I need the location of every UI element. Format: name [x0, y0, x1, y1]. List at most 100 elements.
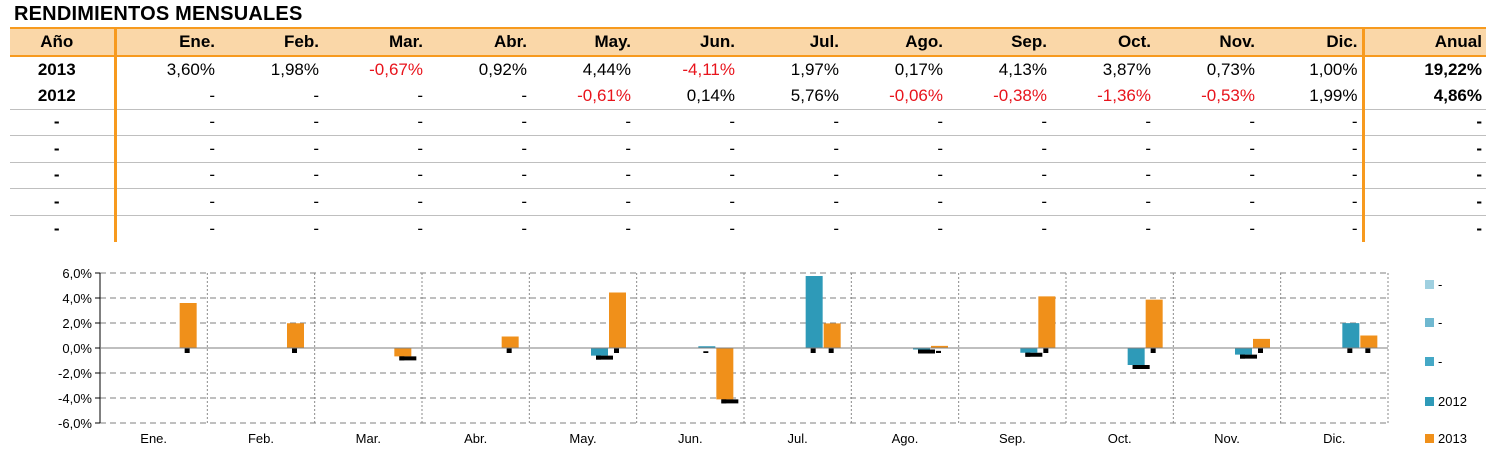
- month-value: -: [729, 218, 735, 238]
- legend-label: -: [1438, 277, 1442, 292]
- header-month: Mar.: [323, 29, 427, 57]
- month-value: -: [417, 218, 423, 238]
- table-row: --------------: [10, 215, 1486, 242]
- month-value: -: [1155, 109, 1259, 136]
- bar-2013: [931, 345, 948, 348]
- month-value: -: [115, 135, 219, 163]
- x-tick-label: Jul.: [788, 431, 808, 446]
- month-value: -: [947, 135, 1051, 163]
- legend-swatch: [1425, 434, 1434, 443]
- x-tick-label: May.: [569, 431, 596, 446]
- x-tick-label: Jun.: [678, 431, 703, 446]
- month-value: -: [323, 162, 427, 189]
- legend-swatch: [1425, 318, 1434, 327]
- month-value: -: [1041, 218, 1047, 238]
- legend-label: -: [1438, 315, 1442, 330]
- month-value: -4,11%: [682, 59, 735, 79]
- bar-2013: [609, 292, 626, 348]
- month-value: -: [1259, 109, 1363, 136]
- header-month: Ago.: [843, 29, 947, 57]
- month-value: -0,53%: [1155, 82, 1259, 110]
- x-tick-label: Feb.: [248, 431, 274, 446]
- month-value: -: [219, 188, 323, 216]
- header-month: Oct.: [1051, 29, 1155, 57]
- bar-2013: [287, 323, 304, 348]
- month-value: -: [531, 188, 635, 216]
- month-value: -: [1155, 135, 1259, 163]
- month-value: -: [219, 109, 323, 136]
- bar-2012: [805, 276, 823, 348]
- row-year: -: [10, 162, 117, 189]
- header-month: Sep.: [947, 29, 1051, 57]
- month-value: 0,73%: [1206, 59, 1255, 79]
- month-value: 1,00%: [1309, 59, 1358, 79]
- bar-2012-shadow-bottom: [1025, 352, 1043, 357]
- bar-2012-shadow: [703, 351, 709, 353]
- returns-table: Año Ene. Feb. Mar. Abr. May. Jun. Jul. Ago. Sep. O…: [10, 29, 1486, 242]
- bar-2012: [913, 348, 930, 350]
- header-month: Ene.: [115, 29, 219, 57]
- month-value: 4,44%: [582, 59, 631, 79]
- returns-chart: 6,0% 4,0% 2,0% 0,0% -2,0% -4,0% -6,0% Ene. Feb. M…: [58, 266, 1467, 446]
- month-value: -: [1155, 188, 1259, 216]
- x-tick-label: Sep.: [999, 431, 1026, 446]
- x-tick-label: Ago.: [892, 431, 919, 446]
- row-year: 2013: [10, 56, 117, 83]
- header-month: Jul.: [739, 29, 843, 57]
- x-tick-label: Dic.: [1323, 431, 1345, 446]
- month-value: -: [635, 135, 739, 163]
- month-value: -: [427, 109, 531, 136]
- x-tick-label: Abr.: [464, 431, 487, 446]
- month-value: -: [1259, 188, 1363, 216]
- bar-2013: [1253, 338, 1270, 348]
- month-value: -: [209, 218, 215, 238]
- month-value: -: [1249, 218, 1255, 238]
- bar-2013-shadow-bottom: [721, 399, 739, 404]
- month-value: 3,60%: [166, 59, 215, 79]
- x-tick-label: Nov.: [1214, 431, 1240, 446]
- month-value: -: [1145, 218, 1151, 238]
- month-value: -: [1051, 162, 1155, 189]
- bar-2012: [591, 348, 608, 356]
- month-value: -: [937, 218, 943, 238]
- month-value: -: [635, 162, 739, 189]
- x-tick-label: Oct.: [1108, 431, 1132, 446]
- annual-value: 4,86%: [1361, 82, 1486, 110]
- month-value: -: [219, 82, 323, 110]
- month-value: -: [843, 162, 947, 189]
- x-tick-label: Mar.: [356, 431, 381, 446]
- x-tick-label: Ene.: [140, 431, 167, 446]
- bar-2013: [501, 336, 519, 348]
- month-value: -: [427, 162, 531, 189]
- y-tick-label: 0,0%: [62, 341, 92, 356]
- month-value: -: [531, 162, 635, 189]
- y-tick-label: -4,0%: [58, 391, 92, 406]
- month-value: -0,06%: [843, 82, 947, 110]
- month-value: -: [531, 135, 635, 163]
- month-value: -: [1051, 188, 1155, 216]
- legend-swatch: [1425, 280, 1434, 289]
- month-value: -: [427, 135, 531, 163]
- month-value: 0,92%: [478, 59, 527, 79]
- bar-2013-shadow: [936, 350, 941, 353]
- month-value: -: [115, 109, 219, 136]
- month-value: 3,87%: [1102, 59, 1151, 79]
- month-value: -: [427, 188, 531, 216]
- month-value: 1,97%: [790, 59, 839, 79]
- header-year: Año: [10, 29, 117, 57]
- bar-2013: [394, 348, 412, 357]
- month-value: -: [739, 188, 843, 216]
- month-value: -: [635, 109, 739, 136]
- month-value: 1,99%: [1259, 82, 1363, 110]
- bar-2012: [1235, 348, 1252, 355]
- bar-2013: [1038, 296, 1056, 348]
- month-value: -: [323, 82, 427, 110]
- month-value: -: [115, 162, 219, 189]
- month-value: -1,36%: [1051, 82, 1155, 110]
- bar-2012: [698, 346, 716, 348]
- bar-2013: [716, 348, 734, 400]
- month-value: -: [313, 218, 319, 238]
- page-title: RENDIMIENTOS MENSUALES: [14, 3, 303, 25]
- month-value: 4,13%: [998, 59, 1047, 79]
- month-value: -: [635, 188, 739, 216]
